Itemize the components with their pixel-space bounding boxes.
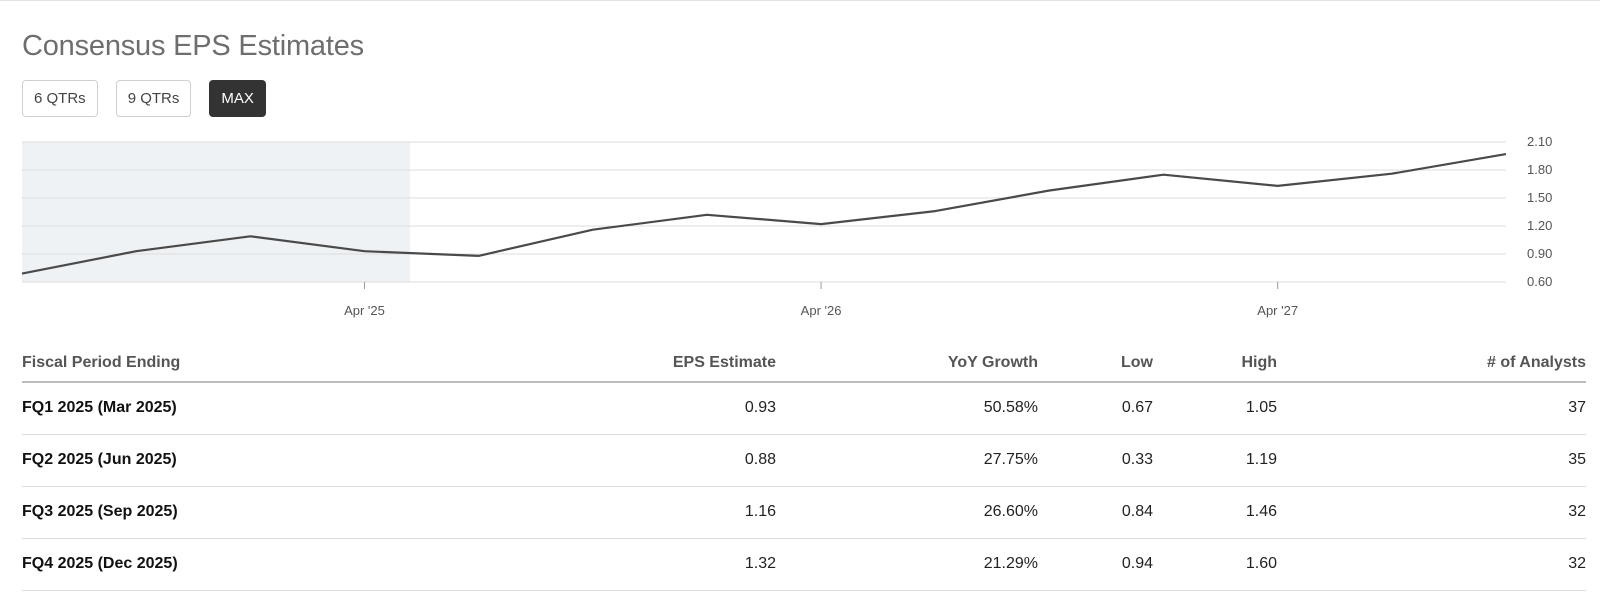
x-tick-label: Apr '25 [344,303,385,318]
y-tick-label: 0.90 [1527,246,1552,261]
range-6-qtrs-button[interactable]: 6 QTRs [22,80,98,117]
cell-fiscal-period: FQ3 2025 (Sep 2025) [22,486,422,539]
cell-low: 0.84 [1038,486,1153,539]
table-row: FQ4 2025 (Dec 2025) 1.32 21.29% 0.94 1.6… [22,538,1586,591]
cell-high: 1.46 [1153,486,1277,539]
cell-num-analysts: 35 [1277,434,1586,487]
cell-yoy-growth: 50.58% [776,382,1038,435]
cell-low: 0.94 [1038,538,1153,591]
cell-eps-estimate: 1.16 [422,486,776,539]
cell-num-analysts: 32 [1277,486,1586,539]
y-tick-label: 1.80 [1527,162,1552,177]
cell-yoy-growth: 26.60% [776,486,1038,539]
cell-eps-estimate: 1.32 [422,538,776,591]
cell-yoy-growth: 27.75% [776,434,1038,487]
eps-estimates-table: Fiscal Period Ending EPS Estimate YoY Gr… [22,344,1586,591]
cell-eps-estimate: 0.88 [422,434,776,487]
header-high[interactable]: High [1153,344,1277,383]
cell-low: 0.33 [1038,434,1153,487]
table-row: FQ2 2025 (Jun 2025) 0.88 27.75% 0.33 1.1… [22,434,1586,487]
cell-low: 0.67 [1038,382,1153,435]
cell-high: 1.60 [1153,538,1277,591]
table-header-row: Fiscal Period Ending EPS Estimate YoY Gr… [22,344,1586,383]
eps-estimate-line [21,153,1507,275]
cell-num-analysts: 37 [1277,382,1586,435]
range-max-button[interactable]: MAX [209,80,266,117]
table-row: FQ1 2025 (Mar 2025) 0.93 50.58% 0.67 1.0… [22,382,1586,435]
x-tick-label: Apr '27 [1257,303,1298,318]
cell-num-analysts: 32 [1277,538,1586,591]
top-divider [0,0,1600,1]
historical-shaded-region [22,142,411,282]
eps-line-chart: 0.60 0.90 1.20 1.50 1.80 2.10 Apr '25 Apr '26 Ap… [21,134,1552,318]
cell-fiscal-period: FQ1 2025 (Mar 2025) [22,382,422,435]
y-tick-label: 1.20 [1527,218,1552,233]
y-tick-label: 0.60 [1527,274,1552,289]
header-eps-estimate[interactable]: EPS Estimate [422,344,776,383]
cell-high: 1.05 [1153,382,1277,435]
cell-fiscal-period: FQ2 2025 (Jun 2025) [22,434,422,487]
range-selector: 6 QTRs 9 QTRs MAX [22,80,284,117]
cell-high: 1.19 [1153,434,1277,487]
cell-yoy-growth: 21.29% [776,538,1038,591]
cell-fiscal-period: FQ4 2025 (Dec 2025) [22,538,422,591]
header-yoy-growth[interactable]: YoY Growth [776,344,1038,383]
range-9-qtrs-button[interactable]: 9 QTRs [115,80,192,117]
header-low[interactable]: Low [1038,344,1153,383]
table-row: FQ3 2025 (Sep 2025) 1.16 26.60% 0.84 1.4… [22,486,1586,539]
header-num-analysts[interactable]: # of Analysts [1277,344,1586,383]
x-tick-label: Apr '26 [801,303,842,318]
y-tick-label: 2.10 [1527,134,1552,149]
header-fiscal-period[interactable]: Fiscal Period Ending [22,344,422,383]
page-title: Consensus EPS Estimates [22,30,364,62]
y-tick-label: 1.50 [1527,190,1552,205]
cell-eps-estimate: 0.93 [422,382,776,435]
